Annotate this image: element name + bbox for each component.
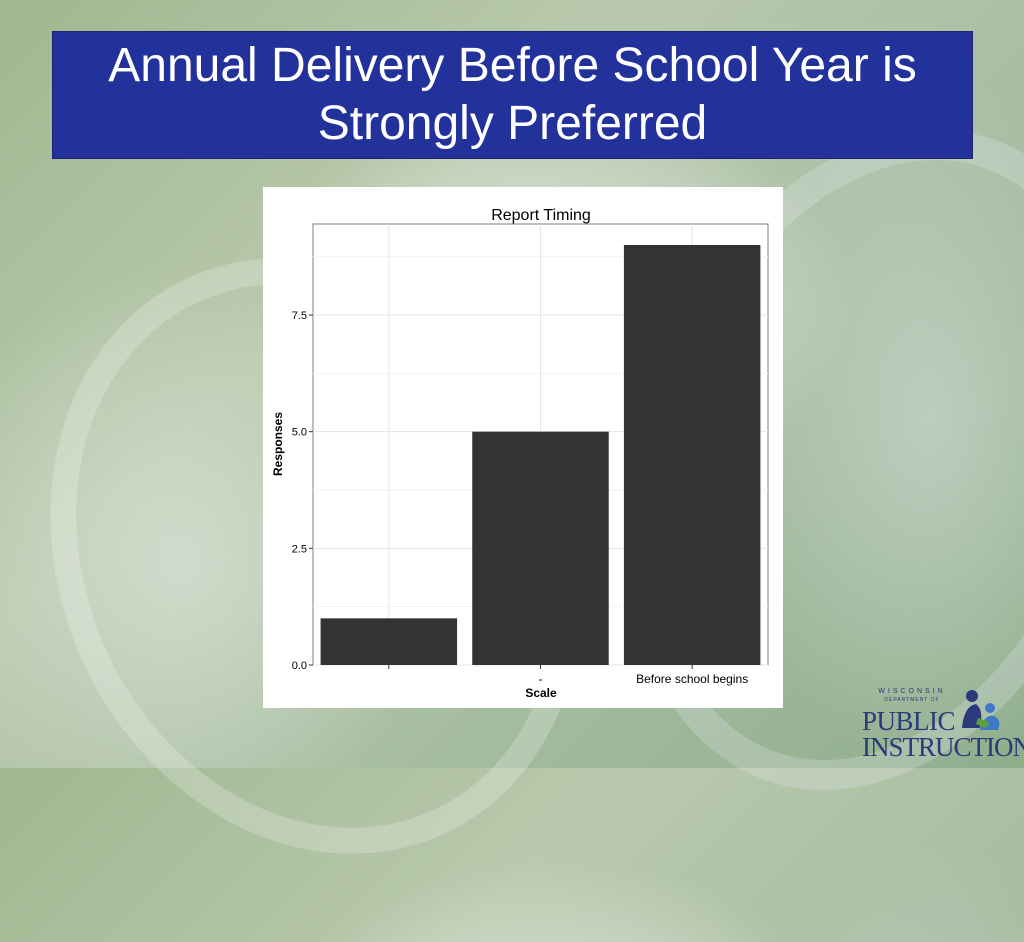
y-tick-label: 0.0: [292, 660, 307, 672]
chart-panel: Report Timing 0.0 2.5 5.0 7.5 - Before school…: [263, 187, 783, 708]
slide-title-box: Annual Delivery Before School Year is St…: [52, 31, 973, 159]
x-tick-label: -: [539, 672, 543, 686]
axis-layer: 0.0 2.5 5.0 7.5 - Before school begins: [292, 310, 749, 686]
y-tick-label: 5.0: [292, 427, 307, 439]
slide-title: Annual Delivery Before School Year is St…: [108, 39, 917, 150]
logo-dept-text: DEPARTMENT OF: [884, 697, 940, 703]
bar: [623, 245, 761, 665]
bar: [472, 431, 609, 665]
x-tick-label: Before school begins: [636, 672, 748, 686]
y-tick-label: 2.5: [292, 543, 307, 555]
chart-title: Report Timing: [491, 207, 591, 224]
logo-state-text: WISCONSIN: [878, 688, 946, 695]
logo-public-text: PUBLIC: [862, 706, 956, 736]
y-axis-label: Responses: [271, 412, 285, 476]
reader-figure-icon: [962, 690, 1000, 730]
bar-layer: [320, 245, 761, 665]
bar: [320, 618, 458, 665]
bar-chart: Report Timing 0.0 2.5 5.0 7.5 - Before school…: [271, 207, 769, 700]
y-tick-label: 7.5: [292, 310, 307, 322]
dpi-logo: WISCONSIN DEPARTMENT OF PUBLIC INSTRUCTI…: [862, 688, 1024, 762]
x-axis-label: Scale: [525, 686, 557, 700]
logo-instruction-text: INSTRUCTION: [862, 732, 1024, 762]
